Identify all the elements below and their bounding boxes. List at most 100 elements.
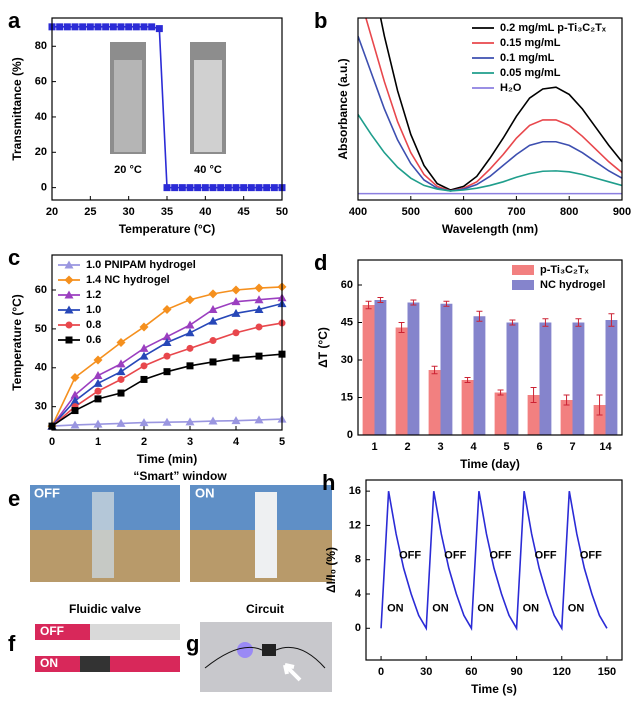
- x-tick-label: 2: [404, 441, 410, 453]
- state-label: OFF: [40, 624, 64, 638]
- y-tick-label: 0: [355, 622, 361, 634]
- annotation: OFF: [399, 549, 421, 561]
- panel-label: d: [314, 250, 327, 275]
- y-axis-label: Absorbance (a.u.): [336, 58, 350, 159]
- marker: [117, 375, 125, 383]
- marker: [209, 184, 217, 192]
- x-tick-label: 40: [199, 206, 211, 218]
- marker: [63, 23, 71, 31]
- marker: [231, 308, 241, 317]
- y-axis-label: Transmittance (%): [10, 57, 24, 160]
- annotation: OFF: [444, 549, 466, 561]
- x-tick-label: 45: [238, 206, 250, 218]
- y-tick-label: 16: [349, 485, 361, 497]
- state-label: ON: [195, 485, 215, 500]
- error-bar: [509, 319, 516, 326]
- bar: [572, 322, 585, 435]
- marker: [70, 420, 80, 429]
- marker: [70, 396, 80, 405]
- y-tick-label: 4: [355, 588, 362, 600]
- legend-label: 0.05 mg/mL: [500, 67, 561, 79]
- marker: [93, 419, 103, 428]
- x-tick-label: 500: [402, 206, 420, 218]
- marker: [231, 297, 241, 306]
- y-tick-label: 60: [35, 76, 47, 88]
- annotation: 40 °C: [194, 164, 222, 176]
- y-tick-label: 50: [35, 323, 47, 335]
- x-tick-label: 150: [598, 666, 616, 678]
- x-axis-label: Temperature (°C): [119, 222, 216, 236]
- error-bar: [410, 299, 417, 306]
- marker: [70, 373, 80, 382]
- marker: [117, 389, 125, 397]
- x-tick-label: 3: [187, 436, 193, 448]
- bar: [407, 302, 420, 435]
- legend-label: 0.1 mg/mL: [500, 52, 555, 64]
- marker: [116, 418, 126, 427]
- x-tick-label: 60: [465, 666, 477, 678]
- marker: [94, 23, 102, 31]
- x-tick-label: 900: [613, 206, 631, 218]
- x-tick-label: 6: [536, 441, 542, 453]
- axes-frame: [357, 259, 623, 436]
- legend-label: 0.8: [86, 319, 101, 331]
- panel-label: h: [322, 470, 335, 495]
- state-label: OFF: [34, 485, 60, 500]
- marker: [186, 184, 194, 192]
- data-line: [379, 18, 622, 191]
- marker: [65, 336, 73, 344]
- y-tick-label: 30: [35, 401, 47, 413]
- y-tick-label: 30: [341, 354, 353, 366]
- marker: [185, 328, 195, 337]
- marker: [186, 362, 194, 370]
- error-bar: [464, 377, 471, 383]
- marker: [102, 23, 110, 31]
- valve: [80, 656, 110, 672]
- marker: [86, 23, 94, 31]
- marker: [194, 184, 202, 192]
- data-line: [358, 114, 622, 192]
- panel-label: a: [8, 8, 21, 33]
- panel-title: Circuit: [246, 602, 284, 616]
- marker: [139, 322, 149, 332]
- marker: [232, 184, 240, 192]
- y-axis-label: Temperature (°C): [10, 294, 24, 391]
- wire: [204, 646, 326, 669]
- marker: [148, 23, 156, 31]
- bar: [395, 327, 408, 435]
- marker: [162, 417, 172, 426]
- marker: [163, 184, 171, 192]
- x-axis-label: Time (min): [137, 452, 197, 466]
- marker: [79, 23, 87, 31]
- error-bar: [596, 394, 603, 416]
- marker: [64, 290, 74, 299]
- marker: [93, 378, 103, 387]
- x-tick-label: 400: [349, 206, 367, 218]
- legend-swatch: [512, 280, 534, 290]
- error-bar: [476, 310, 483, 322]
- axes-frame: [357, 17, 623, 201]
- legend-label: 1.2: [86, 289, 101, 301]
- marker: [163, 352, 171, 360]
- x-tick-label: 1: [95, 436, 101, 448]
- axes-frame: [51, 17, 283, 201]
- marker: [255, 184, 263, 192]
- marker: [140, 375, 148, 383]
- annotation: 20 °C: [114, 164, 142, 176]
- marker: [162, 338, 172, 346]
- circuit-photo: [200, 622, 332, 692]
- x-tick-label: 700: [507, 206, 525, 218]
- marker: [93, 371, 103, 380]
- marker: [254, 415, 264, 424]
- bar: [539, 322, 552, 435]
- arrow: [283, 663, 302, 682]
- marker: [117, 23, 125, 31]
- marker: [201, 184, 209, 192]
- bar: [473, 316, 486, 435]
- x-tick-label: 20: [46, 206, 58, 218]
- bar: [461, 380, 474, 435]
- panel-label: g: [186, 631, 199, 656]
- marker: [208, 316, 218, 325]
- marker: [162, 304, 172, 314]
